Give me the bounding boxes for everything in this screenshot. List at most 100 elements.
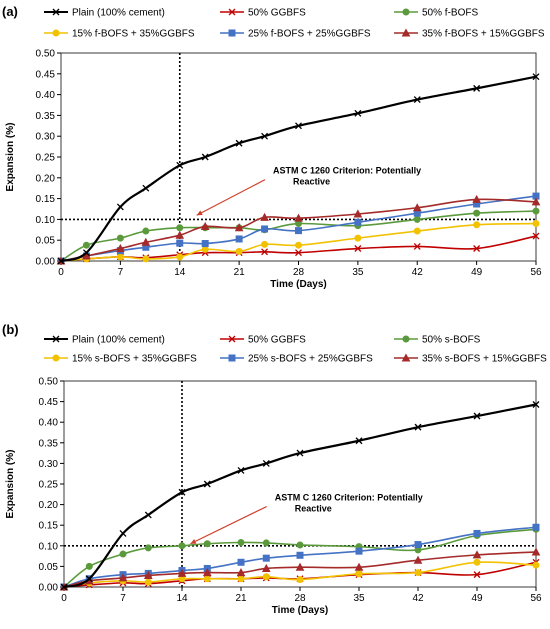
legend-label: 50% f-BOFS	[422, 8, 478, 19]
data-point	[413, 96, 421, 104]
data-point	[237, 558, 245, 566]
legend-label: 50% GGBFS	[248, 8, 306, 19]
data-point	[57, 257, 65, 265]
legend-marker	[52, 335, 60, 343]
x-tick-label: 7	[118, 267, 124, 278]
data-point	[262, 459, 270, 467]
data-point	[412, 203, 422, 212]
data-point	[142, 184, 150, 192]
y-tick-label: 0.30	[36, 132, 56, 143]
data-point	[203, 540, 211, 548]
legend-marker-stroke	[52, 8, 60, 16]
series-4	[57, 220, 540, 265]
data-point-stroke	[532, 401, 540, 408]
panel-label: (a)	[2, 4, 18, 19]
data-point	[237, 539, 245, 547]
annotation-text: Reactive	[293, 177, 330, 187]
legend-item: 15% f-BOFS + 35%GGBFS	[44, 29, 195, 40]
data-point	[414, 423, 422, 431]
y-tick-label: 0.05	[36, 236, 56, 247]
legend-marker	[52, 8, 60, 16]
data-point-stroke	[178, 488, 186, 496]
data-point	[175, 230, 185, 239]
data-point	[176, 161, 184, 169]
x-tick-label: 35	[352, 267, 364, 278]
annotation-arrowhead	[190, 539, 197, 544]
data-point	[473, 245, 481, 252]
data-point-stroke	[261, 248, 269, 256]
data-point-stroke	[119, 529, 127, 537]
data-point	[473, 209, 481, 217]
data-point	[177, 568, 187, 577]
data-point-stroke	[413, 96, 421, 104]
y-tick-label: 0.40	[36, 90, 56, 101]
data-point-stroke	[295, 249, 302, 257]
x-tick-label: 14	[176, 593, 188, 604]
data-point	[261, 563, 271, 572]
data-point	[531, 547, 541, 556]
legend-marker	[228, 29, 236, 37]
data-point	[354, 109, 362, 117]
data-point	[85, 562, 93, 570]
data-point-stroke	[473, 412, 481, 420]
data-point	[82, 249, 90, 257]
data-point	[295, 562, 305, 571]
x-tick-label: 7	[120, 593, 126, 604]
y-tick-label: 0.45	[36, 69, 56, 80]
chart-panel-2: (b) 0.00 0.05 0.10 0.15 0.20 0.25 0.30 0.35 0.40 0…	[2, 322, 547, 616]
legend-marker	[52, 354, 60, 362]
x-tick-label: 56	[530, 593, 542, 604]
data-point	[237, 575, 245, 583]
y-tick-label: 0.35	[39, 438, 59, 449]
y-tick-label: 0.50	[36, 49, 56, 60]
legend-label: 15% s-BOFS + 35%GGBFS	[72, 354, 197, 365]
data-point-stroke	[413, 242, 421, 250]
legend-marker	[401, 28, 411, 37]
y-tick-label: 0.05	[39, 562, 59, 573]
y-tick-label: 0.20	[36, 173, 56, 184]
data-point-stroke	[532, 232, 540, 240]
data-point	[262, 554, 270, 562]
data-point	[178, 542, 186, 550]
data-point-stroke	[414, 423, 422, 431]
data-point	[294, 213, 303, 222]
data-point	[118, 573, 128, 582]
data-point	[261, 248, 269, 256]
legend-marker	[228, 8, 236, 16]
series-6	[59, 547, 541, 591]
y-axis-title: Expansion (%)	[5, 450, 16, 519]
legend: Plain (100% cement) 50% GGBFS 50% s-BOFS 15…	[44, 335, 547, 365]
series-1	[60, 401, 540, 591]
data-point	[201, 153, 209, 161]
data-point-stroke	[176, 161, 184, 169]
x-tick-label: 0	[58, 267, 64, 278]
annotation-arrowhead	[196, 210, 203, 216]
data-point	[354, 245, 362, 252]
annotation-text: ASTM C 1260 Criterion: Potentially	[273, 166, 421, 176]
data-point	[235, 139, 243, 147]
data-point	[141, 237, 151, 246]
data-point	[532, 232, 540, 240]
data-point-stroke	[261, 132, 269, 140]
x-tick-label: 49	[471, 593, 483, 604]
data-point	[261, 225, 269, 233]
legend-marker-stroke	[228, 8, 236, 16]
data-point-stroke	[142, 184, 150, 192]
data-point	[531, 197, 541, 206]
data-point	[473, 571, 481, 579]
y-tick-label: 0.15	[39, 521, 59, 532]
data-point	[532, 523, 540, 531]
y-tick-label: 0.20	[39, 500, 59, 511]
legend-item: 25% s-BOFS + 25%GGBFS	[220, 354, 373, 365]
x-tick-label: 49	[471, 267, 483, 278]
data-point-stroke	[532, 73, 540, 81]
data-point	[413, 555, 423, 564]
legend-item: 35% s-BOFS + 15%GGBFS	[394, 353, 547, 365]
data-point-stroke	[237, 466, 245, 474]
data-point	[472, 550, 482, 559]
data-point	[234, 223, 244, 232]
data-point	[295, 241, 302, 249]
data-point	[355, 570, 363, 578]
data-point-stroke	[235, 139, 243, 147]
